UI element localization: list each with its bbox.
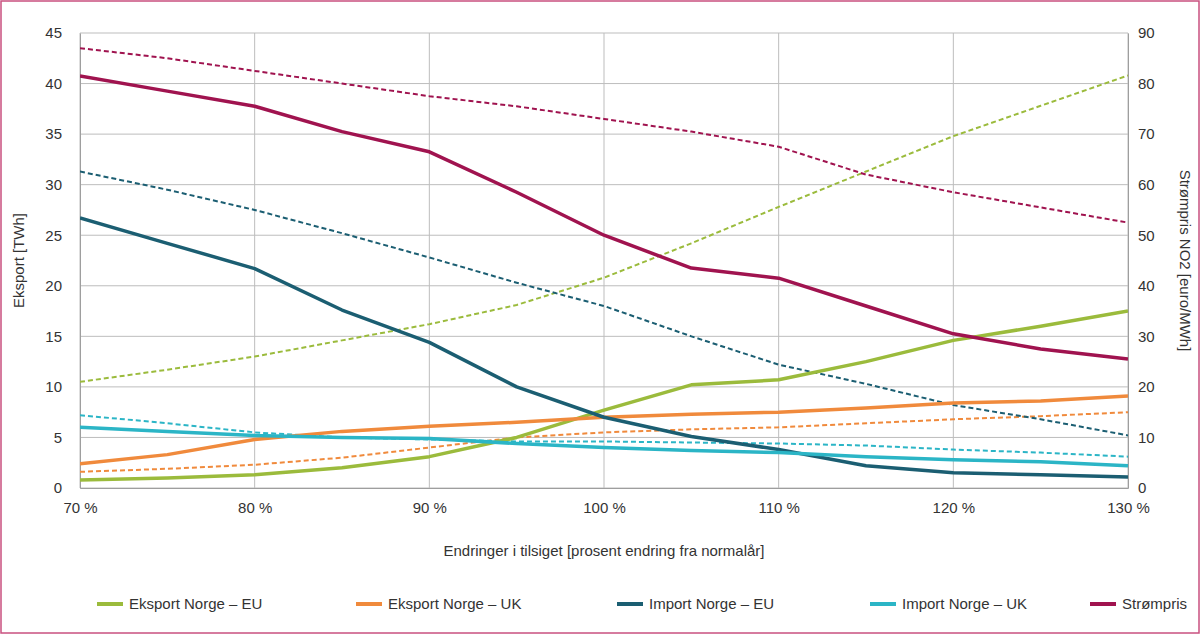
legend: Eksport Norge – EU Eksport Norge – UK Impo…: [97, 595, 1187, 612]
tick-label: 25: [45, 227, 62, 244]
tick: 100 %: [583, 488, 626, 516]
tick-label: 90 %: [413, 499, 447, 516]
tick-label: 20: [45, 277, 62, 294]
grid-line: [1128, 33, 1129, 488]
tick-label: 30: [45, 176, 62, 193]
y-axis: 0 5 10 15 20 25 30 35 40 45: [45, 24, 80, 496]
tick: 20: [1128, 378, 1155, 395]
tick-label: 120 %: [933, 499, 976, 516]
axis-line: [81, 488, 1129, 489]
tick-label: 70: [1138, 125, 1155, 142]
grid-line: [778, 33, 779, 488]
plot-area: [80, 48, 1128, 480]
tick-label: 15: [45, 328, 62, 345]
y2-axis: 0 10 20 30 40 50 60 70 80 90: [1128, 24, 1155, 496]
tick-label: 30: [1138, 328, 1155, 345]
tick-label: 35: [45, 125, 62, 142]
tick: 40: [1128, 277, 1155, 294]
y2-axis-title: Strømpris NO2 [euro/MWh]: [1177, 170, 1194, 352]
legend-swatch: [97, 602, 123, 606]
chart: 70 % 80 % 90 % 100 % 110 % 120 % 130 % 0 5 10 15 20…: [0, 0, 1200, 634]
tick-label: 10: [1138, 429, 1155, 446]
tick-label: 110 %: [758, 499, 799, 516]
x-axis: 70 % 80 % 90 % 100 % 110 % 120 % 130 %: [63, 488, 1149, 516]
tick: 15: [45, 328, 80, 345]
grid-line: [429, 33, 430, 488]
series-line: [80, 75, 1128, 381]
tick-label: 0: [1138, 479, 1146, 496]
tick: 20: [45, 277, 80, 294]
tick-label: 60: [1138, 176, 1155, 193]
grid-line: [80, 33, 81, 488]
legend-swatch: [356, 602, 382, 606]
x-axis-title: Endringer i tilsiget [prosent endring fr…: [444, 542, 765, 559]
tick-label: 50: [1138, 227, 1155, 244]
legend-label: Eksport Norge – EU: [129, 595, 262, 612]
tick-label: 70 %: [63, 499, 97, 516]
y-axis-title: Eksport [TWh]: [10, 213, 27, 308]
legend-label: Import Norge – UK: [902, 595, 1027, 612]
series-line: [80, 396, 1128, 464]
tick: 70: [1128, 125, 1155, 142]
tick: 60: [1128, 176, 1155, 193]
series-line: [80, 218, 1128, 477]
tick: 25: [45, 227, 80, 244]
tick-label: 90: [1138, 24, 1155, 41]
tick-label: 0: [54, 479, 62, 496]
axis-line: [80, 34, 81, 489]
tick: 30: [1128, 328, 1155, 345]
series-line: [80, 48, 1128, 222]
tick: 50: [1128, 227, 1155, 244]
tick-label: 20: [1138, 378, 1155, 395]
tick: 45: [45, 24, 80, 41]
tick: 80: [1128, 75, 1155, 92]
grid-line: [254, 33, 255, 488]
tick: 35: [45, 125, 80, 142]
tick: 30: [45, 176, 80, 193]
grid: [80, 33, 1128, 488]
tick-label: 40: [45, 75, 62, 92]
tick-label: 5: [54, 429, 62, 446]
legend-label: Strømpris: [1122, 595, 1187, 612]
tick: 120 %: [933, 488, 976, 516]
tick-label: 10: [45, 378, 62, 395]
legend-label: Import Norge – EU: [649, 595, 774, 612]
tick: 110 %: [758, 488, 799, 516]
tick: 5: [54, 429, 80, 446]
legend-swatch: [870, 602, 896, 606]
legend-swatch: [1090, 602, 1116, 606]
tick: 0: [1128, 479, 1146, 496]
legend-item: Strømpris: [1090, 595, 1187, 612]
tick: 90 %: [413, 488, 447, 516]
legend-item: Import Norge – EU: [617, 595, 774, 612]
series-line: [80, 76, 1128, 359]
tick-label: 130 %: [1107, 499, 1150, 516]
tick-label: 100 %: [583, 499, 626, 516]
tick: 40: [45, 75, 80, 92]
series-line: [80, 172, 1128, 436]
tick: 0: [54, 479, 80, 496]
grid-line: [604, 33, 605, 488]
axis-line: [1128, 34, 1129, 489]
tick-label: 80: [1138, 75, 1155, 92]
legend-item: Eksport Norge – EU: [97, 595, 262, 612]
legend-item: Import Norge – UK: [870, 595, 1027, 612]
tick: 10: [1128, 429, 1155, 446]
tick: 70 %: [63, 488, 97, 516]
frame: [1, 1, 1199, 633]
series-line: [80, 427, 1128, 465]
legend-swatch: [617, 602, 643, 606]
tick-label: 45: [45, 24, 62, 41]
tick: 90: [1128, 24, 1155, 41]
tick: 80 %: [238, 488, 272, 516]
legend-item: Eksport Norge – UK: [356, 595, 521, 612]
tick-label: 40: [1138, 277, 1155, 294]
tick-label: 80 %: [238, 499, 272, 516]
tick: 10: [45, 378, 80, 395]
legend-label: Eksport Norge – UK: [388, 595, 521, 612]
